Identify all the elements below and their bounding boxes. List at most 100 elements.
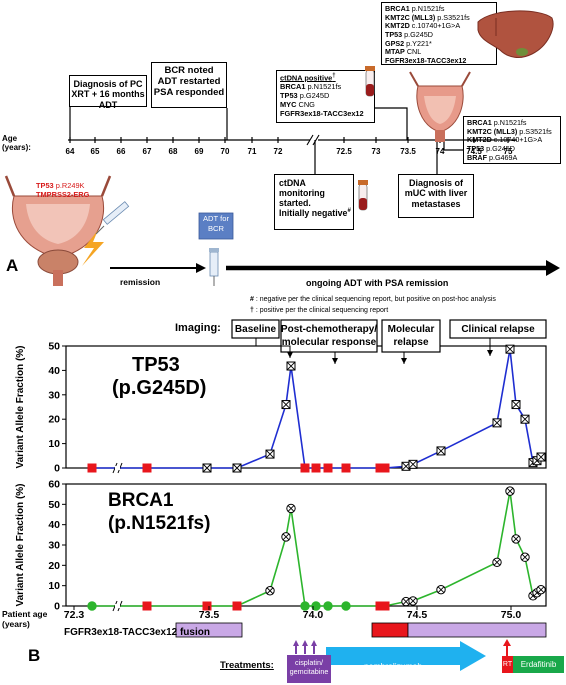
negative-marker xyxy=(142,601,152,611)
chemo-arrowhead xyxy=(311,640,317,646)
mutation-variant: p.Y221* xyxy=(404,38,432,48)
mutation-variant: p.G469A xyxy=(486,152,518,162)
negative-marker xyxy=(323,463,333,473)
data-point-x xyxy=(505,344,515,354)
y-tick-label: 10 xyxy=(48,438,60,450)
data-point-x xyxy=(537,586,545,594)
mutation-line: KMT2C (MLL3) p.S3521fs xyxy=(385,13,493,23)
box-line-text: Initially negative xyxy=(279,208,348,219)
imaging-box xyxy=(381,319,441,353)
age-tick-label: 74.5 xyxy=(466,147,482,156)
negative-marker xyxy=(380,601,390,611)
data-point-x xyxy=(437,586,445,594)
age-tick-label: 71 xyxy=(247,147,257,156)
chemo-arrowhead xyxy=(302,640,308,646)
y-tick-label: 20 xyxy=(48,560,60,572)
footnote-mark: † xyxy=(250,307,254,314)
y-axis-label: Variant Allele Fraction (%) xyxy=(15,484,26,607)
mutation-line: KMT2D c.10740+1G>A xyxy=(385,21,493,31)
brca1-title: BRCA1 (p.N1521fs) xyxy=(108,490,210,536)
ctdna-monitoring-box: ctDNA monitoring started. Initially nega… xyxy=(274,174,354,230)
box-line: metastases xyxy=(411,198,461,209)
data-point-x xyxy=(402,598,410,605)
mutation-variant: c.10740+1G>A xyxy=(491,135,543,145)
age-tick-label: 64 xyxy=(65,147,75,156)
imaging-arrowhead xyxy=(401,358,407,364)
mutation-variant: p.G245D xyxy=(402,29,433,39)
data-point-x xyxy=(287,505,295,512)
data-point-x xyxy=(521,553,529,561)
y-tick-label: 0 xyxy=(54,463,60,475)
box-line: PSA responded xyxy=(153,86,225,98)
imaging-box-label: Clinical relapse xyxy=(461,324,535,335)
hash-mark: # xyxy=(347,208,351,215)
data-point-x xyxy=(409,597,417,605)
mutation-gene: FGFR3ex18-TACC3ex12 xyxy=(385,55,467,65)
vaf-chart: 0 10 20 30 40 50 Variant Allele Fraction (%) 0 1… xyxy=(15,319,547,671)
y-tick-label: 40 xyxy=(48,519,60,531)
imaging-arrowhead xyxy=(287,352,293,358)
mutation-variant: c.10740+1G>A xyxy=(409,21,461,31)
mutation-line: BRCA1 p.N1521fs xyxy=(280,82,371,92)
mutation-gene: TP53 xyxy=(467,143,485,153)
lightning-icon xyxy=(82,230,104,266)
prostate-variant: p.R249K xyxy=(53,181,85,190)
brca1-title-line: BRCA1 xyxy=(108,490,174,511)
age-tick-label: 73 xyxy=(371,147,381,156)
pembro-arrow xyxy=(326,641,486,671)
rt-label: RT xyxy=(502,656,513,673)
axis-break-gap xyxy=(115,466,120,470)
x-tick-label: 74.0 xyxy=(303,609,324,621)
negative-marker xyxy=(380,463,390,473)
imaging-box-label: Molecular xyxy=(388,324,435,335)
negative-marker xyxy=(87,463,97,473)
age-tick-label: 73.5 xyxy=(400,147,416,156)
negative-marker xyxy=(300,463,310,473)
data-point-x xyxy=(536,452,546,462)
negative-marker xyxy=(142,463,152,473)
mutation-gene: BRCA1 xyxy=(385,4,410,13)
x-tick-label: 72.3 xyxy=(64,609,85,621)
data-point-x xyxy=(520,414,530,424)
treatments-label: Treatments: xyxy=(220,660,274,671)
chemo-arrowhead xyxy=(293,640,299,646)
prostate-illustration xyxy=(4,175,112,286)
mutation-variant: p.S3521fs xyxy=(517,126,552,136)
imaging-label: Imaging: xyxy=(175,322,221,334)
adt-line: BCR xyxy=(207,223,225,233)
footnote-2: † : positive per the clinical sequencing… xyxy=(250,307,388,314)
data-point-x xyxy=(408,460,418,469)
blood-tube-icon xyxy=(365,66,375,97)
data-point xyxy=(300,601,310,611)
footnote-mark: # xyxy=(250,296,254,303)
mutation-line: BRCA1 p.N1521fs xyxy=(385,4,493,14)
footnote-1: # : negative per the clinical sequencing… xyxy=(250,296,496,303)
mutation-line: KMT2C (MLL3) p.S3521fs xyxy=(467,126,557,137)
box-line: Diagnosis of xyxy=(408,178,463,188)
panel-b-label: B xyxy=(28,646,41,665)
mutation-line: GPS2 p.Y221* xyxy=(385,38,493,49)
mutation-line: FGFR3ex18-TACC3ex12 xyxy=(385,55,493,66)
y-tick-label: 30 xyxy=(48,389,60,401)
mutation-line: BRAF p.G469A xyxy=(467,152,557,163)
imaging-box-label: Baseline xyxy=(235,324,277,335)
mutation-line: MTAP CNL xyxy=(385,47,493,57)
y-tick-label: 50 xyxy=(48,499,60,511)
axis-break-gap xyxy=(115,604,120,608)
y-tick-label: 60 xyxy=(48,479,60,491)
data-point-x xyxy=(512,535,520,543)
data-point-x xyxy=(436,446,446,456)
liver-illustration xyxy=(477,10,554,58)
adt-bcr-label: ADT for BCR xyxy=(199,214,233,234)
ctdna-title-text: ctDNA positive xyxy=(280,73,333,83)
ctdna-positive-box: ctDNA positive† BRCA1 p.N1521fs TP53 p.G2… xyxy=(276,70,375,123)
age-tick-label: 67 xyxy=(142,147,152,156)
prostate-gene: TP53 xyxy=(36,181,54,190)
diagnosis-pc-box: Diagnosis of PC XRT + 16 months ADT xyxy=(69,75,147,110)
mutation-line: TP53 p.G245D xyxy=(385,29,493,40)
data-point xyxy=(87,601,97,611)
negative-marker xyxy=(341,463,351,473)
syringe-icon xyxy=(95,201,130,235)
data-point-x xyxy=(493,558,501,566)
mutation-gene: BRAF xyxy=(467,152,487,162)
